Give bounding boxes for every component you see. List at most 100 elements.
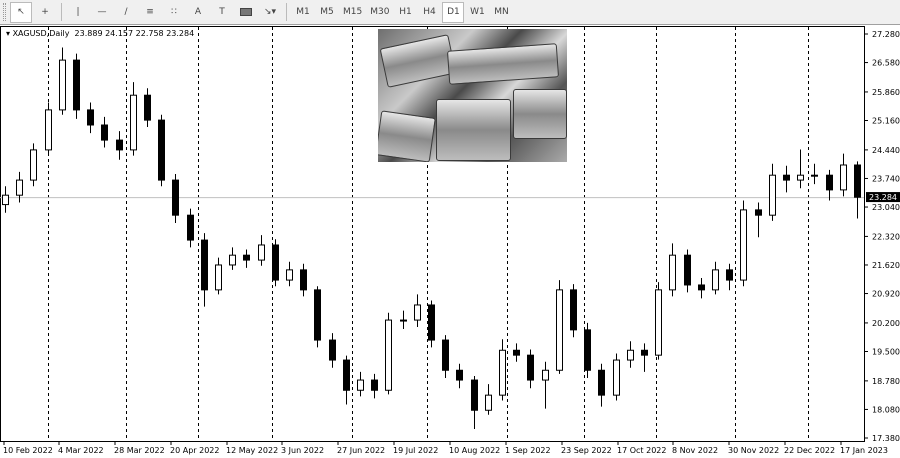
candle xyxy=(527,349,534,389)
candle xyxy=(158,114,165,187)
candle-body xyxy=(229,254,236,266)
candle-body xyxy=(73,59,80,111)
candle xyxy=(73,53,80,119)
trendline-icon[interactable]: ∕ xyxy=(124,7,128,17)
candle-body xyxy=(684,254,691,286)
toolbar-grip[interactable] xyxy=(3,3,6,21)
y-tick-label: 25.160 xyxy=(872,117,900,126)
candle xyxy=(215,257,222,295)
candle-body xyxy=(144,94,151,121)
candle-body xyxy=(854,164,861,198)
fibo-fan-icon[interactable]: ∷ xyxy=(171,7,177,17)
candle-body xyxy=(59,59,66,111)
candle xyxy=(343,355,350,405)
y-tick-label: 19.500 xyxy=(872,347,900,356)
y-tick-label: 23.740 xyxy=(872,174,900,183)
timeframe-d1[interactable]: D1 xyxy=(442,1,465,23)
candle-body xyxy=(243,254,250,261)
candle-body xyxy=(2,194,9,206)
rectangle-icon[interactable] xyxy=(235,2,257,23)
candle-body xyxy=(598,369,605,396)
candle-body xyxy=(258,244,265,261)
candle xyxy=(385,312,392,395)
timeframe-m30[interactable]: M30 xyxy=(370,7,390,17)
timeframe-m5[interactable]: M5 xyxy=(320,7,334,17)
candle xyxy=(371,373,378,399)
candle xyxy=(556,280,563,374)
text-label-icon[interactable]: T xyxy=(219,7,225,17)
candle-body xyxy=(16,179,23,196)
candle xyxy=(854,161,861,219)
candle xyxy=(329,333,336,368)
arrows-icon[interactable]: ↘▾ xyxy=(263,7,277,17)
candle xyxy=(243,249,250,268)
y-tick-label: 23.040 xyxy=(872,203,900,212)
x-tick-label: 10 Feb 2022 xyxy=(3,446,53,455)
cursor-icon[interactable]: ↖ xyxy=(10,1,32,23)
candle xyxy=(16,171,23,203)
candle-body xyxy=(87,109,94,126)
x-tick-label: 22 Dec 2022 xyxy=(784,446,835,455)
fibonacci-icon[interactable]: ≡ xyxy=(146,7,154,17)
y-tick-label: 20.920 xyxy=(872,290,900,299)
candle xyxy=(30,143,37,187)
x-tick-label: 17 Jan 2023 xyxy=(840,446,888,455)
x-tick-label: 19 Jul 2022 xyxy=(393,446,438,455)
candle xyxy=(314,286,321,348)
candle-body xyxy=(215,264,222,291)
y-tick-label: 18.080 xyxy=(872,405,900,414)
candle-body xyxy=(698,284,705,291)
candle xyxy=(499,339,506,401)
x-tick-label: 4 Mar 2022 xyxy=(58,446,104,455)
candle-body xyxy=(826,174,833,191)
y-tick-label: 17.380 xyxy=(872,434,900,443)
x-tick-label: 28 Mar 2022 xyxy=(114,446,165,455)
candle-body xyxy=(712,269,719,291)
candle xyxy=(286,261,293,287)
y-tick-label: 27.280 xyxy=(872,30,900,39)
candle-body xyxy=(783,174,790,181)
x-tick-label: 8 Nov 2022 xyxy=(672,446,718,455)
candle xyxy=(300,263,307,297)
candle-body xyxy=(385,319,392,391)
toolbar: ↖ + | — ∕ ≡ ∷ A T ↘▾ M1 M5 M15 M30 H1 H4 D1 W1 M… xyxy=(0,0,900,25)
chart-legend: ▾ XAGUSD,Daily 23.889 24.157 22.758 23.2… xyxy=(6,29,194,38)
candle-body xyxy=(627,349,634,361)
candle-body xyxy=(655,289,662,356)
candle xyxy=(698,278,705,299)
candle xyxy=(456,363,463,389)
timeframe-w1[interactable]: W1 xyxy=(470,7,485,17)
legend-symbol: XAGUSD,Daily xyxy=(12,29,70,38)
candle xyxy=(130,82,137,156)
crosshair-icon[interactable]: + xyxy=(41,7,49,17)
candle-body xyxy=(499,349,506,396)
candle xyxy=(414,294,421,328)
timeframe-m15[interactable]: M15 xyxy=(343,7,363,17)
candle xyxy=(655,282,662,360)
candle-body xyxy=(45,109,52,151)
candle-body xyxy=(371,379,378,391)
text-icon[interactable]: A xyxy=(194,7,202,17)
y-tick-label: 22.320 xyxy=(872,232,900,241)
candle-body xyxy=(556,289,563,371)
legend-collapse-icon[interactable]: ▾ xyxy=(6,29,11,38)
timeframe-m1[interactable]: M1 xyxy=(296,7,310,17)
timeframe-h1[interactable]: H1 xyxy=(399,7,412,17)
candle xyxy=(598,363,605,407)
y-tick-label: 26.580 xyxy=(872,59,900,68)
candle-body xyxy=(158,119,165,181)
candle-body xyxy=(570,289,577,331)
candle-body xyxy=(513,349,520,356)
timeframe-mn[interactable]: MN xyxy=(494,7,509,17)
legend-high: 24.157 xyxy=(105,29,134,38)
candle xyxy=(726,263,733,291)
candle xyxy=(442,335,449,379)
vertical-line-icon[interactable]: | xyxy=(76,7,80,17)
candle xyxy=(144,88,151,128)
candle xyxy=(826,169,833,201)
horizontal-line-icon[interactable]: — xyxy=(97,7,107,17)
candle-body xyxy=(300,269,307,291)
timeframe-h4[interactable]: H4 xyxy=(423,7,436,17)
candle-body xyxy=(797,174,804,181)
candle xyxy=(272,239,279,287)
